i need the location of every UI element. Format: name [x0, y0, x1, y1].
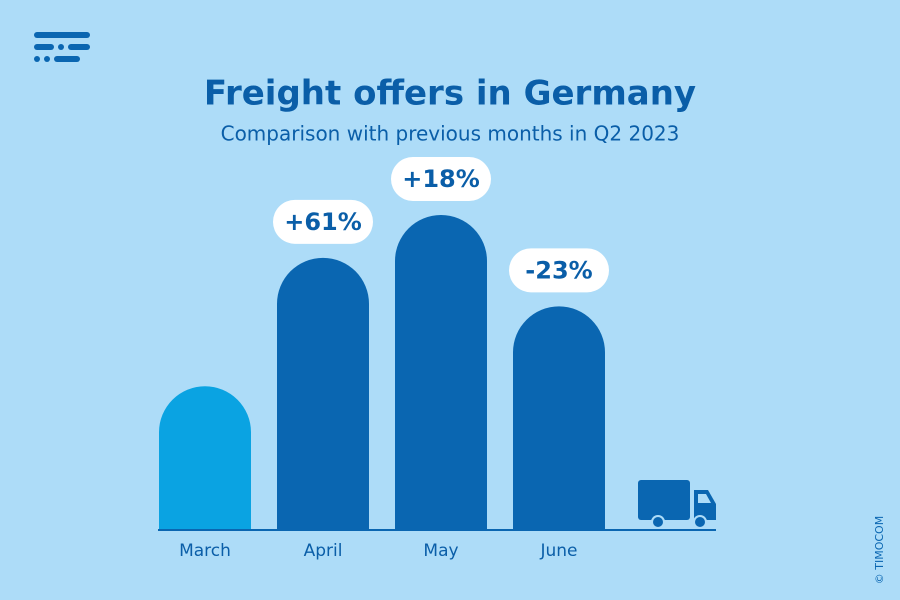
x-tick-label: April — [304, 541, 343, 561]
x-tick-label: June — [539, 541, 577, 561]
x-tick-label: May — [423, 541, 458, 561]
truck-icon — [638, 480, 716, 529]
copyright: © TIMOCOM — [873, 516, 886, 584]
change-pill — [509, 248, 609, 293]
bar — [277, 257, 369, 529]
change-pill — [391, 157, 491, 201]
logo — [34, 32, 90, 62]
chart-subtitle: Comparison with previous months in Q2 20… — [221, 122, 680, 146]
chart-title: Freight offers in Germany — [204, 74, 696, 114]
change-label: -23% — [525, 256, 592, 284]
change-label: +18% — [402, 165, 480, 193]
bar — [395, 215, 487, 529]
change-pill — [273, 199, 373, 244]
bar — [159, 386, 251, 529]
x-tick-label: March — [179, 541, 231, 561]
bar — [513, 306, 605, 529]
change-label: +61% — [284, 208, 362, 236]
